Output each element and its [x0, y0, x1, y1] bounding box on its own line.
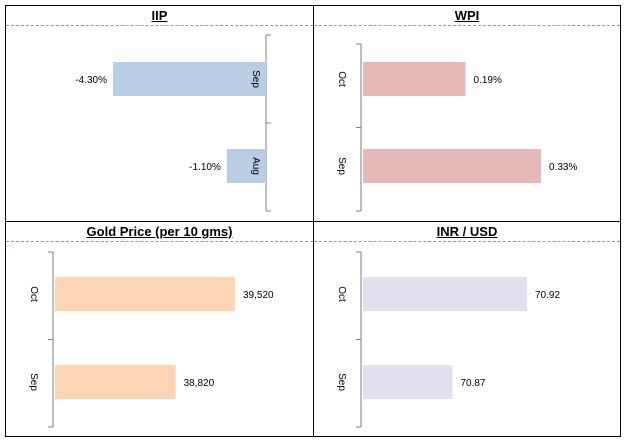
bar-oct	[55, 277, 235, 311]
data-label: 70.87	[460, 378, 485, 389]
wpi-chart: 0.19% Oct 0.33% Sep	[336, 43, 577, 212]
bar-sep	[55, 365, 176, 399]
data-label: 38,820	[184, 378, 215, 389]
category-tick-label: Aug	[250, 157, 261, 175]
category-tick-label: Sep	[28, 373, 39, 391]
wpi-panel: WPI 0.19% Oct 0.33% Sep	[314, 6, 620, 221]
data-label: -1.10%	[189, 162, 221, 173]
category-tick-label: Sep	[336, 373, 347, 391]
panel-title: Gold Price (per 10 gms)	[86, 224, 233, 239]
bar-aug	[226, 149, 266, 183]
panel-title: WPI	[454, 8, 480, 23]
inr-usd-panel: INR / USD 70.92 Oct 70.87 Sep	[314, 222, 620, 436]
title-underline-divider	[314, 25, 620, 26]
category-tick-label: Oct	[28, 286, 39, 302]
data-label: 70.92	[535, 290, 560, 301]
title-underline-divider	[6, 241, 313, 242]
data-label: 0.33%	[549, 162, 577, 173]
bar-sep	[363, 365, 453, 399]
bar-oct	[363, 277, 527, 311]
inr-usd-chart: 70.92 Oct 70.87 Sep	[336, 251, 560, 428]
bar-sep	[113, 62, 266, 96]
data-label: 39,520	[243, 290, 274, 301]
data-label: 0.19%	[473, 75, 501, 86]
bar-sep	[363, 149, 541, 183]
gold-price-chart: 39,520 Oct 38,820 Sep	[28, 251, 274, 428]
grid-horizontal-divider	[5, 221, 621, 222]
category-tick-label: Sep	[250, 70, 261, 88]
gold-price-panel: Gold Price (per 10 gms) 39,520 Oct 38,820 S…	[6, 222, 313, 436]
data-label: -4.30%	[75, 75, 107, 86]
panel-title: IIP	[151, 8, 168, 23]
iip-chart: -4.30% Sep -1.10% Aug	[75, 34, 271, 212]
category-tick-label: Sep	[336, 157, 347, 175]
panel-title: INR / USD	[436, 224, 498, 239]
category-tick-label: Oct	[336, 286, 347, 302]
category-tick-label: Oct	[336, 71, 347, 87]
bar-oct	[363, 62, 466, 96]
iip-panel: IIP -4.30% Sep -1.10% Aug	[6, 6, 313, 221]
title-underline-divider	[6, 25, 313, 26]
title-underline-divider	[314, 241, 620, 242]
